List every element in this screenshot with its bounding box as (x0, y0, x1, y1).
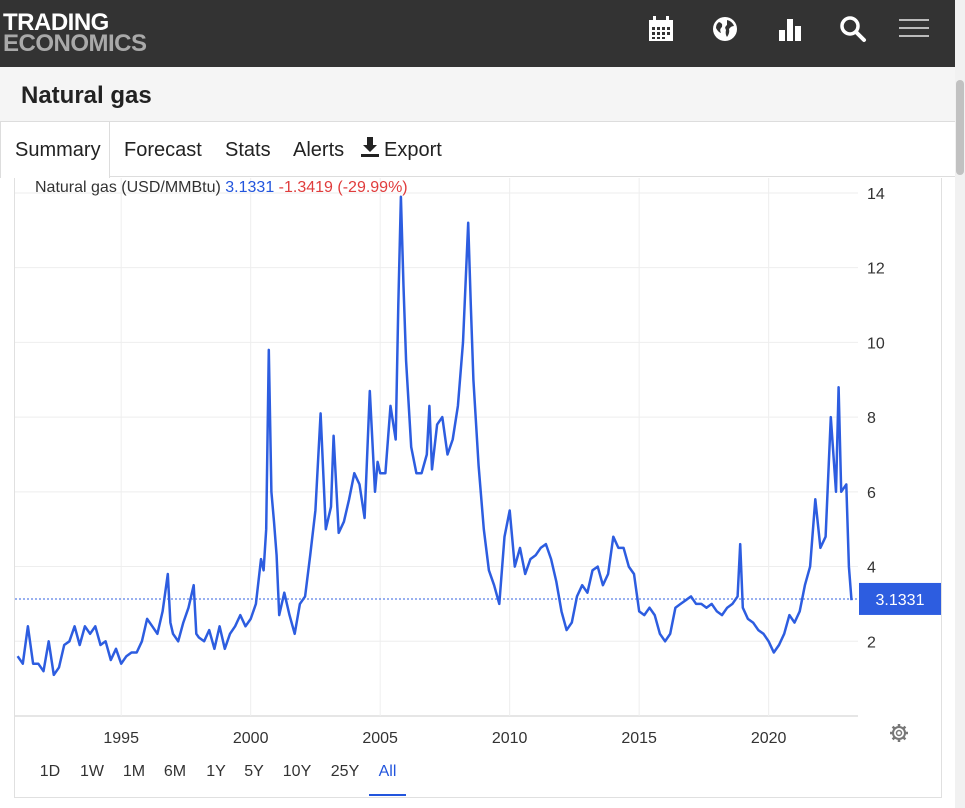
tab-bar: Summary Forecast Stats Alerts Export (0, 121, 955, 178)
x-tick-label: 2010 (492, 730, 528, 747)
legend-change: -1.3419 (-29.99%) (278, 179, 408, 196)
y-tick-label: 4 (867, 560, 876, 577)
logo-line-2: ECONOMICS (3, 30, 147, 57)
trading-economics-logo[interactable]: TRADING ECONOMICS (3, 9, 147, 57)
y-tick-label: 8 (867, 410, 876, 427)
bar-chart-icon[interactable] (775, 14, 805, 44)
tab-export[interactable]: Export (360, 122, 442, 178)
tab-stats[interactable]: Stats (225, 139, 271, 161)
menu-icon[interactable] (898, 14, 930, 44)
download-icon (361, 137, 379, 157)
y-tick-label: 10 (867, 335, 885, 352)
range-all[interactable]: All (369, 752, 406, 796)
range-6m[interactable]: 6M (163, 763, 187, 780)
globe-icon[interactable] (710, 14, 740, 44)
x-tick-label: 2020 (751, 730, 787, 747)
chart-legend: Natural gas (USD/MMBtu) 3.1331 -1.3419 (… (35, 179, 408, 197)
y-tick-label: 12 (867, 261, 885, 278)
chart-panel (14, 178, 942, 798)
range-1m[interactable]: 1M (122, 763, 146, 780)
range-5y[interactable]: 5Y (244, 763, 264, 780)
range-25y[interactable]: 25Y (330, 763, 360, 780)
x-tick-label: 2015 (621, 730, 657, 747)
calendar-icon[interactable] (646, 14, 676, 44)
range-10y[interactable]: 10Y (282, 763, 312, 780)
tab-forecast[interactable]: Forecast (124, 139, 202, 161)
y-tick-label: 2 (867, 634, 876, 651)
range-1w[interactable]: 1W (80, 763, 104, 780)
page-title: Natural gas (21, 82, 152, 109)
y-tick-label: 6 (867, 485, 876, 502)
legend-current-value: 3.1331 (225, 179, 275, 196)
last-value-badge (859, 582, 941, 615)
legend-series-name: Natural gas (USD/MMBtu) (35, 179, 221, 196)
y-tick-label: 14 (867, 186, 885, 203)
last-value-label: 3.1331 (876, 592, 925, 609)
x-tick-label: 1995 (103, 730, 139, 747)
tab-summary[interactable]: Summary (0, 122, 110, 178)
range-1d[interactable]: 1D (39, 763, 61, 780)
x-tick-label: 2005 (362, 730, 398, 747)
logo-line-1: TRADING (3, 9, 109, 36)
page-scrollbar[interactable] (955, 0, 965, 808)
tab-export-label: Export (384, 139, 442, 161)
x-tick-label: 2000 (233, 730, 269, 747)
scrollbar-thumb[interactable] (956, 80, 964, 175)
series-line (16, 195, 853, 677)
search-icon[interactable] (838, 14, 868, 44)
title-bar (0, 67, 955, 121)
tab-alerts[interactable]: Alerts (293, 139, 345, 161)
range-1y[interactable]: 1Y (206, 763, 226, 780)
gear-icon[interactable] (889, 723, 909, 743)
